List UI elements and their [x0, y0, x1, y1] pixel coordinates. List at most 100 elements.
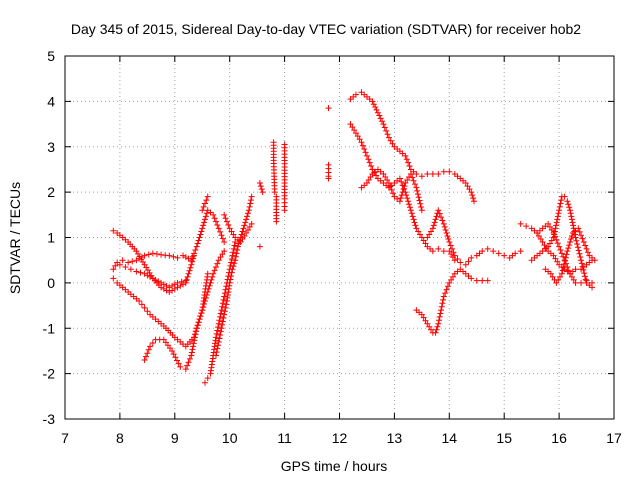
data-point — [183, 276, 190, 283]
data-point — [230, 249, 237, 256]
data-point — [362, 149, 369, 156]
data-point — [572, 266, 579, 273]
data-point — [273, 218, 280, 225]
data-point — [190, 255, 197, 262]
data-point — [197, 313, 204, 320]
x-tick-label: 14 — [442, 430, 458, 446]
data-point — [429, 225, 436, 232]
data-point — [446, 239, 453, 246]
series-late-rise — [424, 207, 524, 268]
data-point — [192, 246, 199, 253]
data-point — [572, 279, 579, 286]
data-point — [219, 235, 226, 242]
data-point — [347, 121, 354, 128]
data-point — [188, 349, 195, 356]
data-point — [217, 332, 224, 339]
data-point — [204, 270, 211, 277]
series-left-tracks-E — [116, 261, 189, 291]
data-point — [184, 273, 191, 280]
data-point — [549, 273, 556, 280]
chart-title: Day 345 of 2015, Sidereal Day-to-day VTE… — [71, 21, 581, 37]
data-point — [408, 210, 415, 217]
data-point — [367, 174, 374, 180]
data-point — [398, 178, 405, 185]
data-point — [199, 207, 206, 214]
data-point — [240, 225, 247, 232]
data-point — [212, 352, 219, 359]
data-point — [436, 313, 443, 320]
data-point — [166, 284, 173, 291]
data-point — [566, 242, 573, 249]
data-point — [429, 248, 436, 255]
data-point — [234, 246, 241, 253]
data-point — [190, 340, 197, 347]
data-point — [583, 245, 590, 252]
data-point — [193, 243, 200, 250]
data-point — [234, 243, 241, 250]
data-point — [576, 228, 583, 235]
data-point — [218, 307, 225, 314]
data-point — [228, 256, 235, 263]
data-point — [560, 253, 567, 260]
data-point — [178, 278, 185, 285]
data-point — [137, 269, 144, 276]
data-point — [435, 320, 442, 327]
data-point — [144, 308, 151, 315]
data-point — [349, 124, 356, 131]
data-point — [380, 121, 387, 128]
data-point — [413, 170, 420, 177]
data-point — [208, 276, 215, 283]
series-rising-column — [212, 193, 255, 359]
data-point — [469, 192, 476, 199]
data-point — [204, 288, 211, 295]
data-point — [184, 362, 191, 369]
x-tick-label: 7 — [61, 430, 69, 446]
data-point — [180, 252, 187, 259]
data-point — [213, 349, 220, 356]
data-point — [512, 250, 519, 257]
data-point — [166, 252, 173, 259]
data-point — [410, 216, 417, 223]
data-point — [361, 146, 368, 153]
data-point — [424, 320, 431, 327]
data-point — [373, 106, 380, 113]
data-point — [568, 273, 575, 280]
data-point — [435, 245, 442, 252]
data-point — [548, 237, 555, 244]
data-point — [554, 240, 561, 247]
data-point — [241, 232, 248, 239]
data-point — [438, 303, 445, 310]
data-point — [212, 263, 219, 270]
data-point — [396, 198, 403, 205]
data-point — [205, 285, 212, 292]
data-point — [560, 264, 567, 271]
x-tick-label: 9 — [171, 430, 179, 446]
data-point — [202, 213, 209, 220]
data-point — [580, 266, 587, 273]
x-tick-label: 17 — [606, 430, 622, 446]
data-point — [215, 225, 222, 232]
data-point — [182, 366, 189, 373]
data-point — [581, 273, 588, 280]
data-point — [568, 232, 575, 239]
data-point — [438, 214, 445, 221]
data-point — [185, 359, 192, 366]
data-point — [550, 229, 557, 236]
data-point — [466, 186, 473, 193]
data-point — [169, 347, 176, 354]
data-point — [230, 245, 237, 252]
x-tick-label: 12 — [332, 430, 348, 446]
data-point — [554, 258, 561, 265]
data-point — [556, 243, 563, 250]
data-point — [432, 329, 439, 336]
data-point — [202, 295, 209, 301]
data-point — [397, 195, 404, 202]
y-tick-label: -1 — [43, 320, 56, 336]
data-point — [446, 279, 453, 286]
data-point — [217, 328, 224, 335]
data-point — [365, 156, 372, 163]
data-point — [580, 239, 587, 246]
data-point — [381, 124, 388, 131]
data-point — [257, 183, 264, 190]
data-point — [186, 267, 193, 274]
